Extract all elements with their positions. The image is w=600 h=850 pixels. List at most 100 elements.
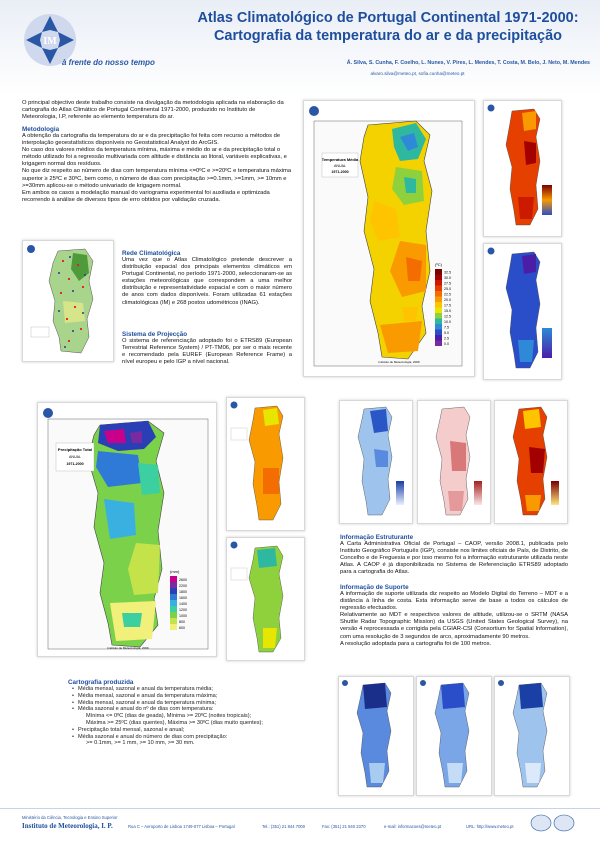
footer-tel: Tel.: (351) 21 844 7000	[262, 824, 306, 829]
legend-swatch	[170, 594, 177, 600]
suporte-p1: A informação de suporte utilizada diz re…	[340, 591, 568, 612]
svg-text:IM: IM	[43, 36, 57, 47]
list-item: Média mensal, sazonal e anual da tempera…	[72, 693, 328, 700]
list-item: Média mensal, sazonal e anual da tempera…	[72, 700, 328, 707]
intro-paragraph: O principal objectivo deste trabalho con…	[22, 100, 284, 121]
footer-address: Rua C – Aeroporto de Lisboa 1749-077 Lis…	[128, 824, 235, 829]
legend-label: 7.5	[444, 326, 449, 330]
legend-swatch	[170, 618, 177, 624]
station-network-map	[27, 245, 94, 354]
legend-swatch	[435, 291, 442, 297]
legend-swatch	[170, 612, 177, 618]
legend-swatch	[170, 600, 177, 606]
metodologia-p2: No caso dos valores médios da temperatur…	[22, 147, 287, 168]
estruturante-heading: Informação Estruturante	[340, 534, 414, 541]
legend-label: 30.0	[444, 276, 451, 280]
partner-logos	[530, 814, 575, 832]
hot-days-thumbnail	[494, 400, 568, 524]
legend-label: 15.0	[444, 309, 451, 313]
temperature-map: Temperatura Média ANUAL 1971-2000 (ºC) 3…	[309, 106, 463, 367]
legend-label: 1400	[179, 602, 187, 606]
legend-swatch	[435, 302, 442, 308]
precip-days-10mm-thumbnail	[494, 676, 570, 796]
temp-min-thumbnail	[483, 243, 562, 380]
legend-swatch	[435, 313, 442, 319]
rede-heading: Rede Climatológica	[122, 250, 181, 257]
precipitation-map: Precipitação Total ANUAL 1971-2000 (mm) …	[43, 408, 209, 650]
legend-label: 2200	[179, 584, 187, 588]
suporte-p2: Relativamente ao MDT e respectivos valor…	[340, 612, 568, 640]
list-item: Média sazonal e anual do nº de dias com …	[72, 706, 328, 713]
legend-label: 25.0	[444, 287, 451, 291]
projeccao-heading: Sistema de Projecção	[122, 331, 188, 338]
legend-label: 1000	[179, 614, 187, 618]
list-subitem: Máxima >= 25ºC (dias quentes), Máxima >=…	[86, 719, 263, 726]
legend-swatch	[435, 335, 442, 341]
projeccao-text: O sistema de referenciação adoptado foi …	[122, 338, 292, 366]
legend-swatch	[170, 624, 177, 630]
precipitation-legend: (mm) 2600 2200 1800 1600 1400 1200 1000 800 600	[170, 569, 187, 630]
legend-label: 5.0	[444, 331, 449, 335]
emails: alvaro.silva@meteo.pt, sofia.cunha@meteo…	[370, 71, 465, 76]
poster-title-line2: Cartografia da temperatura do ar e da pr…	[213, 28, 563, 44]
legend-swatch	[435, 329, 442, 335]
poster-title-line1: Atlas Climatológico de Portugal Continen…	[197, 10, 579, 26]
list-subitem: >= 0.1mm, >= 1 mm, >= 10 mm, >= 30 mm.	[86, 740, 195, 747]
legend-label: 600	[179, 626, 185, 630]
metodologia-section: Metodologia A obtenção da cartografia da…	[22, 126, 292, 204]
temp-map-subtitle: ANUAL	[334, 164, 346, 168]
metodologia-p3: No que diz respeito ao número de dias co…	[22, 168, 292, 189]
suporte-section: Informação de Suporte A informação de su…	[340, 584, 568, 648]
im-logo: IM	[24, 14, 76, 66]
legend-swatch	[435, 307, 442, 313]
legend-swatch	[170, 576, 177, 582]
cartografia-list: Média mensal, sazonal e anual da tempera…	[68, 686, 328, 713]
temp-map-period: 1971-2000	[331, 170, 348, 174]
rede-section: Rede Climatológica Uma vez que o Atlas C…	[122, 250, 292, 307]
suporte-heading: Informação de Suporte	[340, 584, 409, 591]
metodologia-p4: Em ambos os casos a modelação manual do …	[22, 189, 270, 203]
legend-label: 800	[179, 620, 185, 624]
precip-map-title: Precipitação Total	[58, 447, 92, 452]
legend-swatch	[435, 269, 442, 275]
legend-label: 2600	[179, 578, 187, 582]
precip-days-1mm-thumbnail	[416, 676, 492, 796]
estruturante-section: Informação Estruturante A Carta Administ…	[340, 534, 568, 576]
frost-days-thumbnail	[339, 400, 413, 524]
footer-institute: Instituto de Meteorologia, I. P.	[22, 822, 113, 830]
cartografia-list-2: Precipitação total mensal, sazonal e anu…	[68, 727, 328, 741]
authors: Á. Silva, S. Cunha, F. Coelho, L. Nunes,…	[346, 60, 590, 66]
list-subitem: Mínima <= 0ºC (dias de geada), Mínima >=…	[86, 713, 252, 720]
metodologia-heading: Metodologia	[22, 126, 60, 133]
legend-label: 32.5	[444, 271, 451, 275]
precip-map-subtitle: ANUAL	[69, 455, 81, 459]
legend-label: 22.5	[444, 293, 451, 297]
station-network-map-panel	[22, 240, 114, 362]
legend-label: 17.5	[444, 304, 451, 308]
tagline: à frente do nosso tempo	[62, 58, 155, 67]
suporte-p3: A resolução adoptada para a cartografia …	[340, 640, 492, 647]
footer-url[interactable]: URL: http://www.meteo.pt	[466, 824, 514, 829]
estruturante-text: A Carta Administrativa Oficial de Portug…	[340, 541, 568, 576]
legend-swatch	[435, 324, 442, 330]
temp-legend-unit: (ºC)	[435, 262, 443, 267]
precip-days-thumbnail	[226, 537, 305, 661]
legend-swatch	[435, 280, 442, 286]
list-item: Média mensal, sazonal e anual da tempera…	[72, 686, 328, 693]
temp-map-title: Temperatura Média	[322, 157, 359, 162]
legend-label: 2.5	[444, 337, 449, 341]
rede-text: Uma vez que o Atlas Climatológico preten…	[122, 257, 292, 306]
list-item: Média sazonal e anual do número de dias …	[72, 734, 328, 741]
legend-label: 1800	[179, 590, 187, 594]
footer-email[interactable]: e-mail: informacoes@meteo.pt	[384, 824, 442, 829]
precip-map-credit: Instituto de Meteorologia, 2009	[107, 646, 149, 650]
legend-label: 1200	[179, 608, 187, 612]
legend-swatch	[170, 606, 177, 612]
legend-label: 1600	[179, 596, 187, 600]
temperature-map-panel: Temperatura Média ANUAL 1971-2000 (ºC) 3…	[303, 100, 475, 377]
list-item: Precipitação total mensal, sazonal e anu…	[72, 727, 328, 734]
tropical-nights-thumbnail	[417, 400, 491, 524]
projeccao-section: Sistema de Projecção O sistema de refere…	[122, 331, 292, 366]
legend-label: 12.5	[444, 315, 451, 319]
legend-label: 20.0	[444, 298, 451, 302]
